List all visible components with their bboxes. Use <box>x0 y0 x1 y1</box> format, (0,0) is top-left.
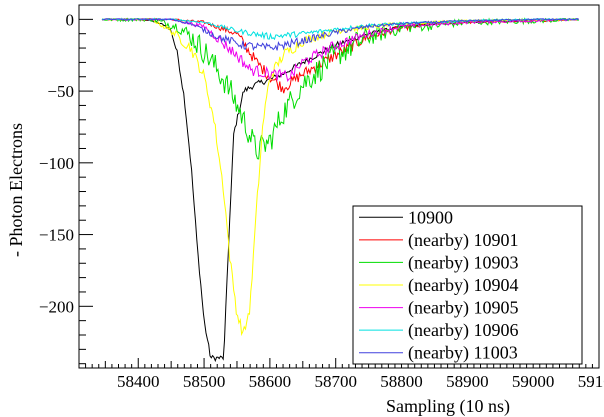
plot-frame <box>78 4 600 369</box>
x-tick-label: 59100 <box>578 372 604 391</box>
x-tick-label: 58900 <box>446 372 489 391</box>
series-line-2 <box>101 17 579 160</box>
legend: 10900(nearby) 10901(nearby) 10903(nearby… <box>352 205 583 365</box>
x-tick-label: 58400 <box>117 372 160 391</box>
x-tick-label: 58700 <box>314 372 357 391</box>
y-axis-title: - Photon Electrons <box>6 123 26 257</box>
legend-label: (nearby) 10903 <box>408 252 518 273</box>
x-tick-label: 59000 <box>512 372 555 391</box>
x-tick-label: 58800 <box>380 372 423 391</box>
legend-label: (nearby) 10905 <box>408 298 518 319</box>
y-tick-label: 0 <box>66 10 75 29</box>
y-axis: 0 −50 −100 −150 −200 <box>39 4 93 365</box>
legend-label: (nearby) 11003 <box>408 343 518 364</box>
legend-label: (nearby) 10904 <box>408 275 518 296</box>
y-tick-label: −200 <box>39 297 74 316</box>
y-tick-label: −150 <box>39 226 74 245</box>
y-tick-label: −100 <box>39 154 74 173</box>
x-axis-title: Sampling (10 ns) <box>386 396 510 417</box>
legend-label: (nearby) 10901 <box>408 230 518 251</box>
series-layer <box>101 17 579 363</box>
x-tick-label: 58600 <box>249 372 292 391</box>
legend-label: (nearby) 10906 <box>408 320 518 341</box>
series-line-6 <box>101 18 579 51</box>
y-tick-label: −50 <box>47 82 74 101</box>
legend-box <box>352 205 583 365</box>
legend-label: 10900 <box>408 207 453 227</box>
x-tick-label: 58500 <box>183 372 226 391</box>
